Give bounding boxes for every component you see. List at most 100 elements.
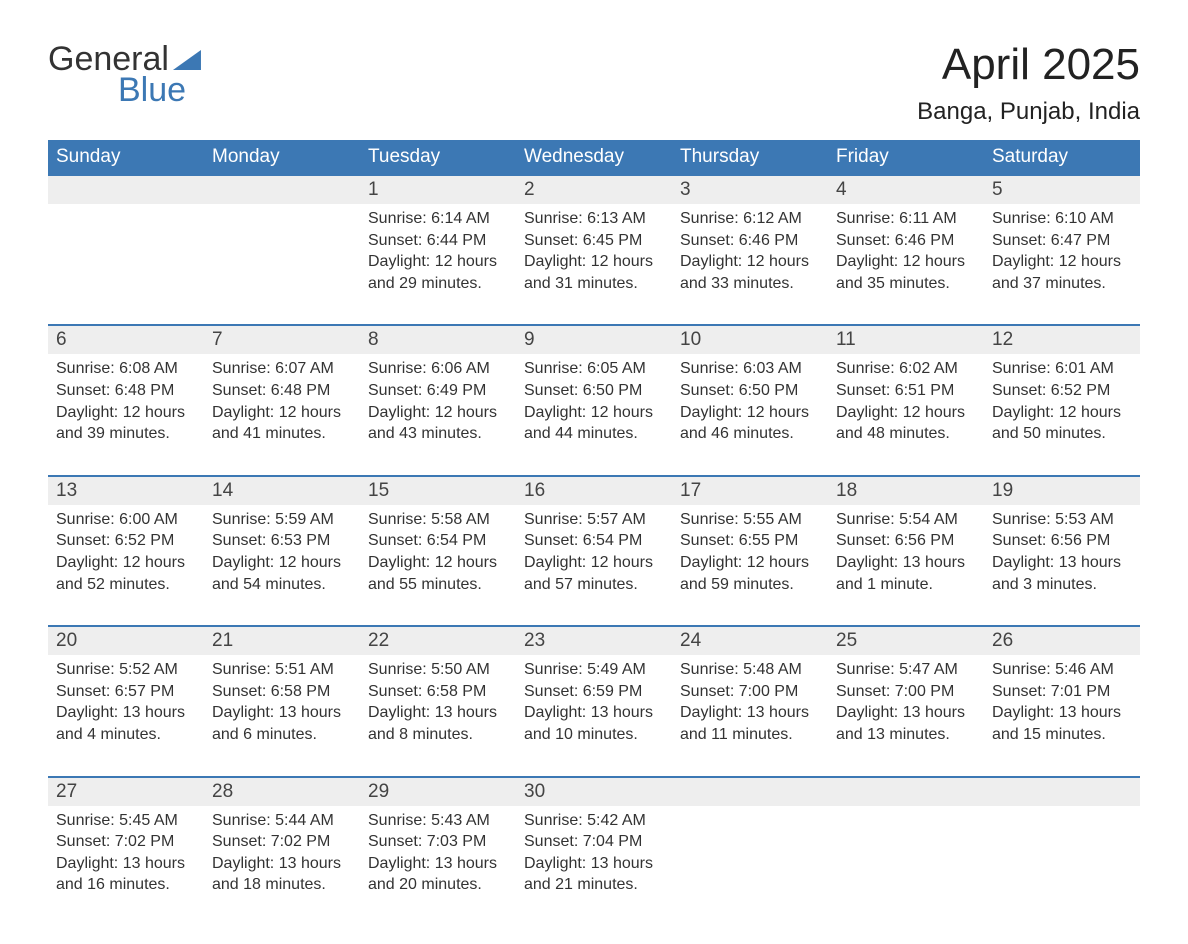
sunset-line: Sunset: 6:45 PM	[524, 232, 642, 249]
sunset-line: Sunset: 6:53 PM	[212, 532, 330, 549]
sunset-line: Sunset: 6:54 PM	[524, 532, 642, 549]
week-1-daynums: 6789101112	[48, 325, 1140, 354]
sunset-line: Sunset: 6:48 PM	[56, 382, 174, 399]
sunset-line: Sunset: 7:01 PM	[992, 683, 1110, 700]
daylight-line: Daylight: 13 hours and 6 minutes.	[212, 704, 341, 743]
day-detail-cell: Sunrise: 6:00 AMSunset: 6:52 PMDaylight:…	[48, 505, 204, 626]
day-detail-cell: Sunrise: 5:47 AMSunset: 7:00 PMDaylight:…	[828, 655, 984, 776]
week-0-details: Sunrise: 6:14 AMSunset: 6:44 PMDaylight:…	[48, 204, 1140, 325]
day-number-cell	[984, 777, 1140, 806]
week-1-details: Sunrise: 6:08 AM Sunset: 6:48 PM Daylight:…	[48, 354, 1140, 475]
sunrise-line: Sunrise: 5:44 AM	[212, 812, 334, 829]
sunrise-line: Sunrise: 5:50 AM	[368, 661, 490, 678]
daylight-line: Daylight: 13 hours and 20 minutes.	[368, 855, 497, 894]
day-detail-cell	[984, 806, 1140, 904]
sunrise-line: Sunrise: 6:02 AM	[836, 360, 958, 377]
dow-wednesday: Wednesday	[516, 140, 672, 175]
daylight-line: Daylight: 13 hours and 1 minute.	[836, 554, 965, 593]
sunset-line: Sunset: 6:44 PM	[368, 232, 486, 249]
week-3-details: Sunrise: 5:52 AMSunset: 6:57 PMDaylight:…	[48, 655, 1140, 776]
logo: General Blue	[48, 40, 201, 110]
sunrise-line: Sunrise: 6:11 AM	[836, 210, 957, 227]
sunset-line: Sunset: 6:46 PM	[836, 232, 954, 249]
daylight-line: Daylight: 12 hours and 46 minutes.	[680, 404, 809, 443]
day-number-cell	[48, 175, 204, 204]
day-number-cell: 11	[828, 325, 984, 354]
day-detail-cell: Sunrise: 5:43 AMSunset: 7:03 PMDaylight:…	[360, 806, 516, 904]
sunset-line: Sunset: 7:03 PM	[368, 833, 486, 850]
day-detail-cell: Sunrise: 5:51 AM Sunset: 6:58 PM Daylight:…	[204, 655, 360, 776]
day-number-cell	[828, 777, 984, 806]
day-detail-cell: Sunrise: 5:58 AM Sunset: 6:54 PM Daylight:…	[360, 505, 516, 626]
sunset-line: Sunset: 6:52 PM	[992, 382, 1110, 399]
day-detail-cell: Sunrise: 5:46 AMSunset: 7:01 PMDaylight:…	[984, 655, 1140, 776]
sunrise-line: Sunrise: 6:07 AM	[212, 360, 334, 377]
sunset-line: Sunset: 6:54 PM	[368, 532, 486, 549]
daylight-line: Daylight: 12 hours and 44 minutes.	[524, 404, 653, 443]
sunset-line: Sunset: 6:47 PM	[992, 232, 1110, 249]
week-2-daynums: 13141516171819	[48, 476, 1140, 505]
daylight-line: Daylight: 12 hours and 50 minutes.	[992, 404, 1121, 443]
day-detail-cell: Sunrise: 6:08 AMSunset: 6:48 PMDaylight:…	[48, 354, 204, 475]
sunset-line: Sunset: 6:50 PM	[524, 382, 642, 399]
daylight-line: Daylight: 12 hours and 54 minutes.	[212, 554, 341, 593]
day-detail-cell: Sunrise: 6:03 AM Sunset: 6:50 PM Daylight:…	[672, 354, 828, 475]
header: General Blue April 2025 Banga, Punjab, I…	[48, 40, 1140, 140]
sunset-line: Sunset: 7:00 PM	[836, 683, 954, 700]
daylight-line: Daylight: 12 hours and 31 minutes.	[524, 253, 653, 292]
sunrise-line: Sunrise: 5:58 AM	[368, 511, 490, 528]
day-detail-cell: Sunrise: 6:07 AMSunset: 6:48 PMDaylight:…	[204, 354, 360, 475]
daylight-line: Daylight: 13 hours and 16 minutes.	[56, 855, 185, 894]
daylight-line: Daylight: 12 hours and 48 minutes.	[836, 404, 965, 443]
day-detail-cell: Sunrise: 5:50 AMSunset: 6:58 PMDaylight:…	[360, 655, 516, 776]
sunrise-line: Sunrise: 5:46 AM	[992, 661, 1114, 678]
sunset-line: Sunset: 6:46 PM	[680, 232, 798, 249]
day-number-cell: 20	[48, 626, 204, 655]
week-4-daynums: 27282930	[48, 777, 1140, 806]
day-detail-cell	[828, 806, 984, 904]
day-detail-cell: Sunrise: 6:11 AM Sunset: 6:46 PM Daylight:…	[828, 204, 984, 325]
day-number-cell: 2	[516, 175, 672, 204]
sunset-line: Sunset: 6:52 PM	[56, 532, 174, 549]
logo-triangle-icon	[173, 50, 201, 70]
day-number-cell: 12	[984, 325, 1140, 354]
day-number-cell: 23	[516, 626, 672, 655]
sunrise-line: Sunrise: 5:55 AM	[680, 511, 802, 528]
day-number-cell: 19	[984, 476, 1140, 505]
daylight-line: Daylight: 12 hours and 55 minutes.	[368, 554, 497, 593]
daylight-line: Daylight: 12 hours and 33 minutes.	[680, 253, 809, 292]
daylight-line: Daylight: 13 hours and 10 minutes.	[524, 704, 653, 743]
sunrise-line: Sunrise: 5:51 AM	[212, 661, 334, 678]
sunrise-line: Sunrise: 5:49 AM	[524, 661, 646, 678]
sunrise-line: Sunrise: 6:10 AM	[992, 210, 1114, 227]
sunrise-line: Sunrise: 6:01 AM	[992, 360, 1114, 377]
sunset-line: Sunset: 6:58 PM	[368, 683, 486, 700]
day-of-week-header: SundayMondayTuesdayWednesdayThursdayFrid…	[48, 140, 1140, 175]
day-number-cell: 4	[828, 175, 984, 204]
daylight-line: Daylight: 12 hours and 35 minutes.	[836, 253, 965, 292]
day-number-cell: 27	[48, 777, 204, 806]
sunset-line: Sunset: 7:02 PM	[56, 833, 174, 850]
logo-blue-text: Blue	[118, 71, 186, 110]
day-detail-cell: Sunrise: 5:52 AMSunset: 6:57 PMDaylight:…	[48, 655, 204, 776]
sunrise-line: Sunrise: 6:03 AM	[680, 360, 802, 377]
day-number-cell	[672, 777, 828, 806]
week-3-daynums: 20212223242526	[48, 626, 1140, 655]
daylight-line: Daylight: 13 hours and 11 minutes.	[680, 704, 809, 743]
daylight-line: Daylight: 13 hours and 18 minutes.	[212, 855, 341, 894]
day-number-cell: 24	[672, 626, 828, 655]
day-detail-cell: Sunrise: 6:14 AMSunset: 6:44 PMDaylight:…	[360, 204, 516, 325]
sunrise-line: Sunrise: 5:57 AM	[524, 511, 646, 528]
sunset-line: Sunset: 6:55 PM	[680, 532, 798, 549]
day-detail-cell: Sunrise: 5:44 AM Sunset: 7:02 PM Daylight:…	[204, 806, 360, 904]
sunset-line: Sunset: 6:50 PM	[680, 382, 798, 399]
day-number-cell: 13	[48, 476, 204, 505]
day-number-cell: 25	[828, 626, 984, 655]
day-detail-cell: Sunrise: 5:48 AMSunset: 7:00 PMDaylight:…	[672, 655, 828, 776]
sunset-line: Sunset: 6:59 PM	[524, 683, 642, 700]
day-detail-cell: Sunrise: 6:10 AMSunset: 6:47 PMDaylight:…	[984, 204, 1140, 325]
sunset-line: Sunset: 6:58 PM	[212, 683, 330, 700]
sunrise-line: Sunrise: 6:08 AM	[56, 360, 178, 377]
sunset-line: Sunset: 7:02 PM	[212, 833, 330, 850]
day-detail-cell: Sunrise: 5:42 AMSunset: 7:04 PMDaylight:…	[516, 806, 672, 904]
